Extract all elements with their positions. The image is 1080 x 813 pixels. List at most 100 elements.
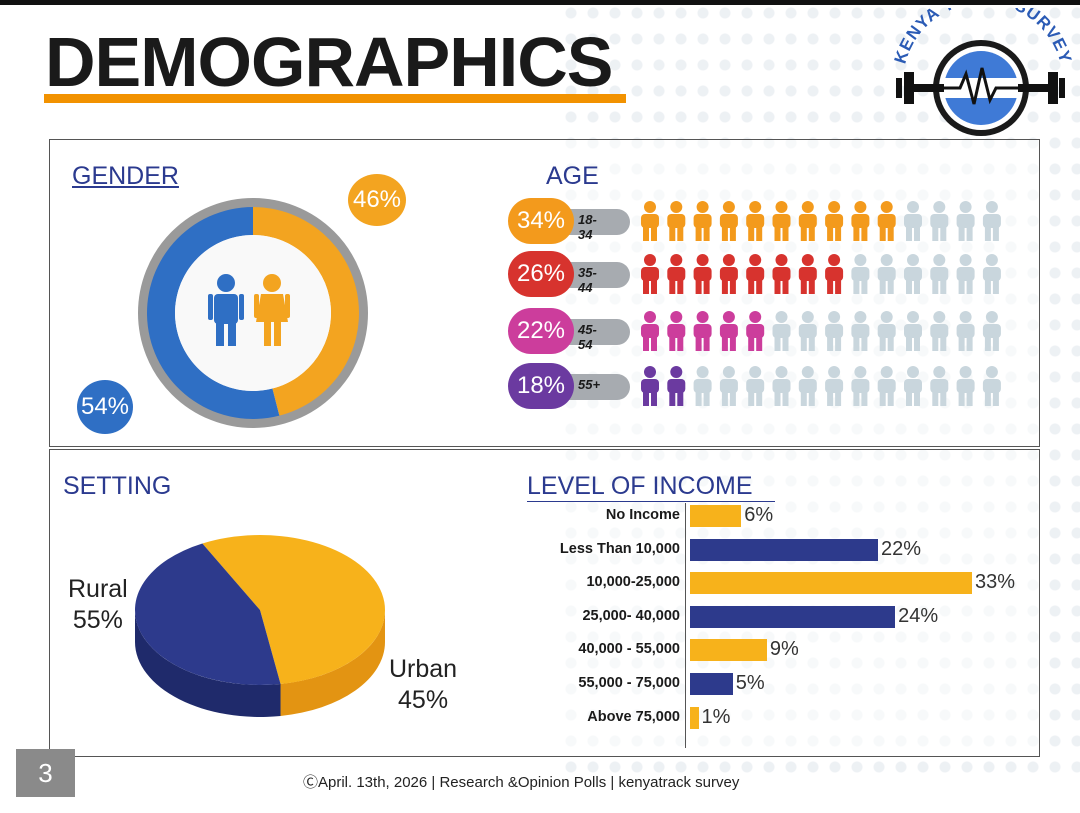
setting-pie-side-urban [135, 610, 281, 717]
person-icon-empty [825, 366, 844, 406]
income-value-label: 6% [744, 504, 774, 526]
person-icon-empty [772, 366, 791, 406]
person-icon-empty [904, 311, 922, 351]
age-percent-badge: 18% [508, 363, 574, 409]
age-icons-45-54 [641, 311, 1001, 351]
footer-text: ⒸApril. 13th, 2026 | Research &Opinion P… [303, 774, 740, 791]
person-icon-empty [956, 311, 975, 351]
slide-number: 3 [16, 749, 75, 797]
page-title: DEMOGRAPHICS [45, 23, 613, 101]
gender-slice-female [253, 207, 360, 416]
person-icon-filled [641, 254, 659, 294]
age-percent-badge: 22% [508, 308, 574, 354]
person-icon-filled [667, 311, 686, 351]
person-icon-empty [851, 311, 870, 351]
person-icon-empty [798, 366, 817, 406]
gender-donut-chart [138, 198, 368, 428]
person-icon-empty [930, 201, 949, 241]
person-icon-filled [772, 254, 791, 294]
setting-pie-side-rural [280, 610, 385, 716]
age-percent-badge: 34% [508, 198, 574, 244]
income-category-label: Above 75,000 [587, 708, 680, 725]
gender-male-bubble: 54% [77, 380, 133, 434]
person-icon-filled [746, 311, 765, 351]
setting-rural-label: Rural 55% [68, 574, 128, 636]
person-icon-empty [982, 311, 1001, 351]
person-icon-empty [772, 311, 791, 351]
person-icon-empty [851, 366, 870, 406]
person-icon-empty [956, 366, 975, 406]
urban-category: Urban [389, 655, 458, 683]
income-category-label: No Income [605, 507, 680, 523]
income-category-label: 25,000- 40,000 [582, 607, 680, 624]
person-icon-filled [667, 201, 686, 241]
person-icon-filled [667, 254, 686, 294]
person-icon-empty [825, 311, 844, 351]
age-icons-35-44 [641, 254, 1001, 294]
person-icon-empty [851, 254, 870, 294]
age-range-label: 55+ [578, 377, 601, 392]
income-value-label: 9% [769, 638, 799, 661]
urban-percent: 45% [398, 686, 449, 714]
person-icon-empty [719, 366, 738, 406]
setting-urban-label: Urban 45% [389, 654, 457, 716]
income-bar [690, 605, 896, 628]
age-range-label: 35-44 [578, 265, 597, 295]
person-icon-filled [877, 201, 896, 241]
person-icon-filled [641, 311, 659, 351]
income-value-label: 33% [975, 571, 1016, 594]
person-icon-empty [930, 254, 949, 294]
person-icon-empty [930, 366, 949, 406]
gender-slice-male [147, 207, 280, 419]
person-icon-filled [693, 254, 712, 294]
male-person-icon [208, 274, 244, 346]
person-icon-empty [930, 311, 949, 351]
person-icon-filled [641, 201, 659, 241]
person-icon-empty [982, 366, 1001, 406]
person-icon-filled [798, 201, 817, 241]
income-bar [690, 673, 733, 695]
income-title: LEVEL OF INCOME [527, 472, 775, 502]
person-icon-filled [719, 311, 738, 351]
top-bar [0, 0, 1080, 5]
income-value-label: 1% [701, 705, 731, 728]
person-icon-empty [877, 311, 896, 351]
person-icon-filled [693, 311, 712, 351]
person-icon-filled [746, 201, 765, 241]
person-icon-empty [877, 366, 896, 406]
age-range-label: 45-54 [578, 322, 597, 352]
person-icon-empty [956, 201, 975, 241]
person-icon-filled [746, 254, 765, 294]
gender-donut-hole [175, 235, 331, 391]
person-icon-empty [982, 254, 1001, 294]
person-icon-empty [956, 254, 975, 294]
income-category-label: 10,000-25,000 [586, 574, 680, 591]
person-icon-filled [851, 201, 870, 241]
income-value-label: 5% [735, 672, 765, 694]
income-category-label: Less Than 10,000 [559, 540, 680, 557]
income-value-label: 22% [881, 537, 922, 560]
kenya-track-survey-logo: KENYA TRACK SURVEY [891, 8, 1073, 136]
person-icon-filled [798, 254, 817, 294]
person-icon-empty [798, 311, 817, 351]
age-percent-badge: 26% [508, 251, 574, 297]
person-icon-filled [693, 201, 712, 241]
rural-category: Rural [68, 575, 128, 603]
person-icon-empty [693, 366, 712, 406]
age-icons-55-plus [641, 366, 1001, 406]
person-icon-empty [877, 254, 896, 294]
person-icon-filled [719, 201, 738, 241]
setting-pie-chart [134, 535, 385, 717]
person-icon-filled [772, 201, 791, 241]
income-category-label: 40,000 - 55,000 [578, 641, 680, 658]
person-icon-filled [719, 254, 738, 294]
setting-title: SETTING [63, 472, 172, 500]
income-axis [685, 503, 686, 748]
income-bar [690, 505, 742, 527]
person-icon-empty [746, 366, 765, 406]
gender-title: GENDER [72, 162, 179, 190]
person-icon-filled [667, 366, 686, 406]
income-category-label: 55,000 - 75,000 [578, 675, 680, 691]
person-icon-filled [825, 201, 844, 241]
income-value-label: 24% [898, 604, 939, 627]
